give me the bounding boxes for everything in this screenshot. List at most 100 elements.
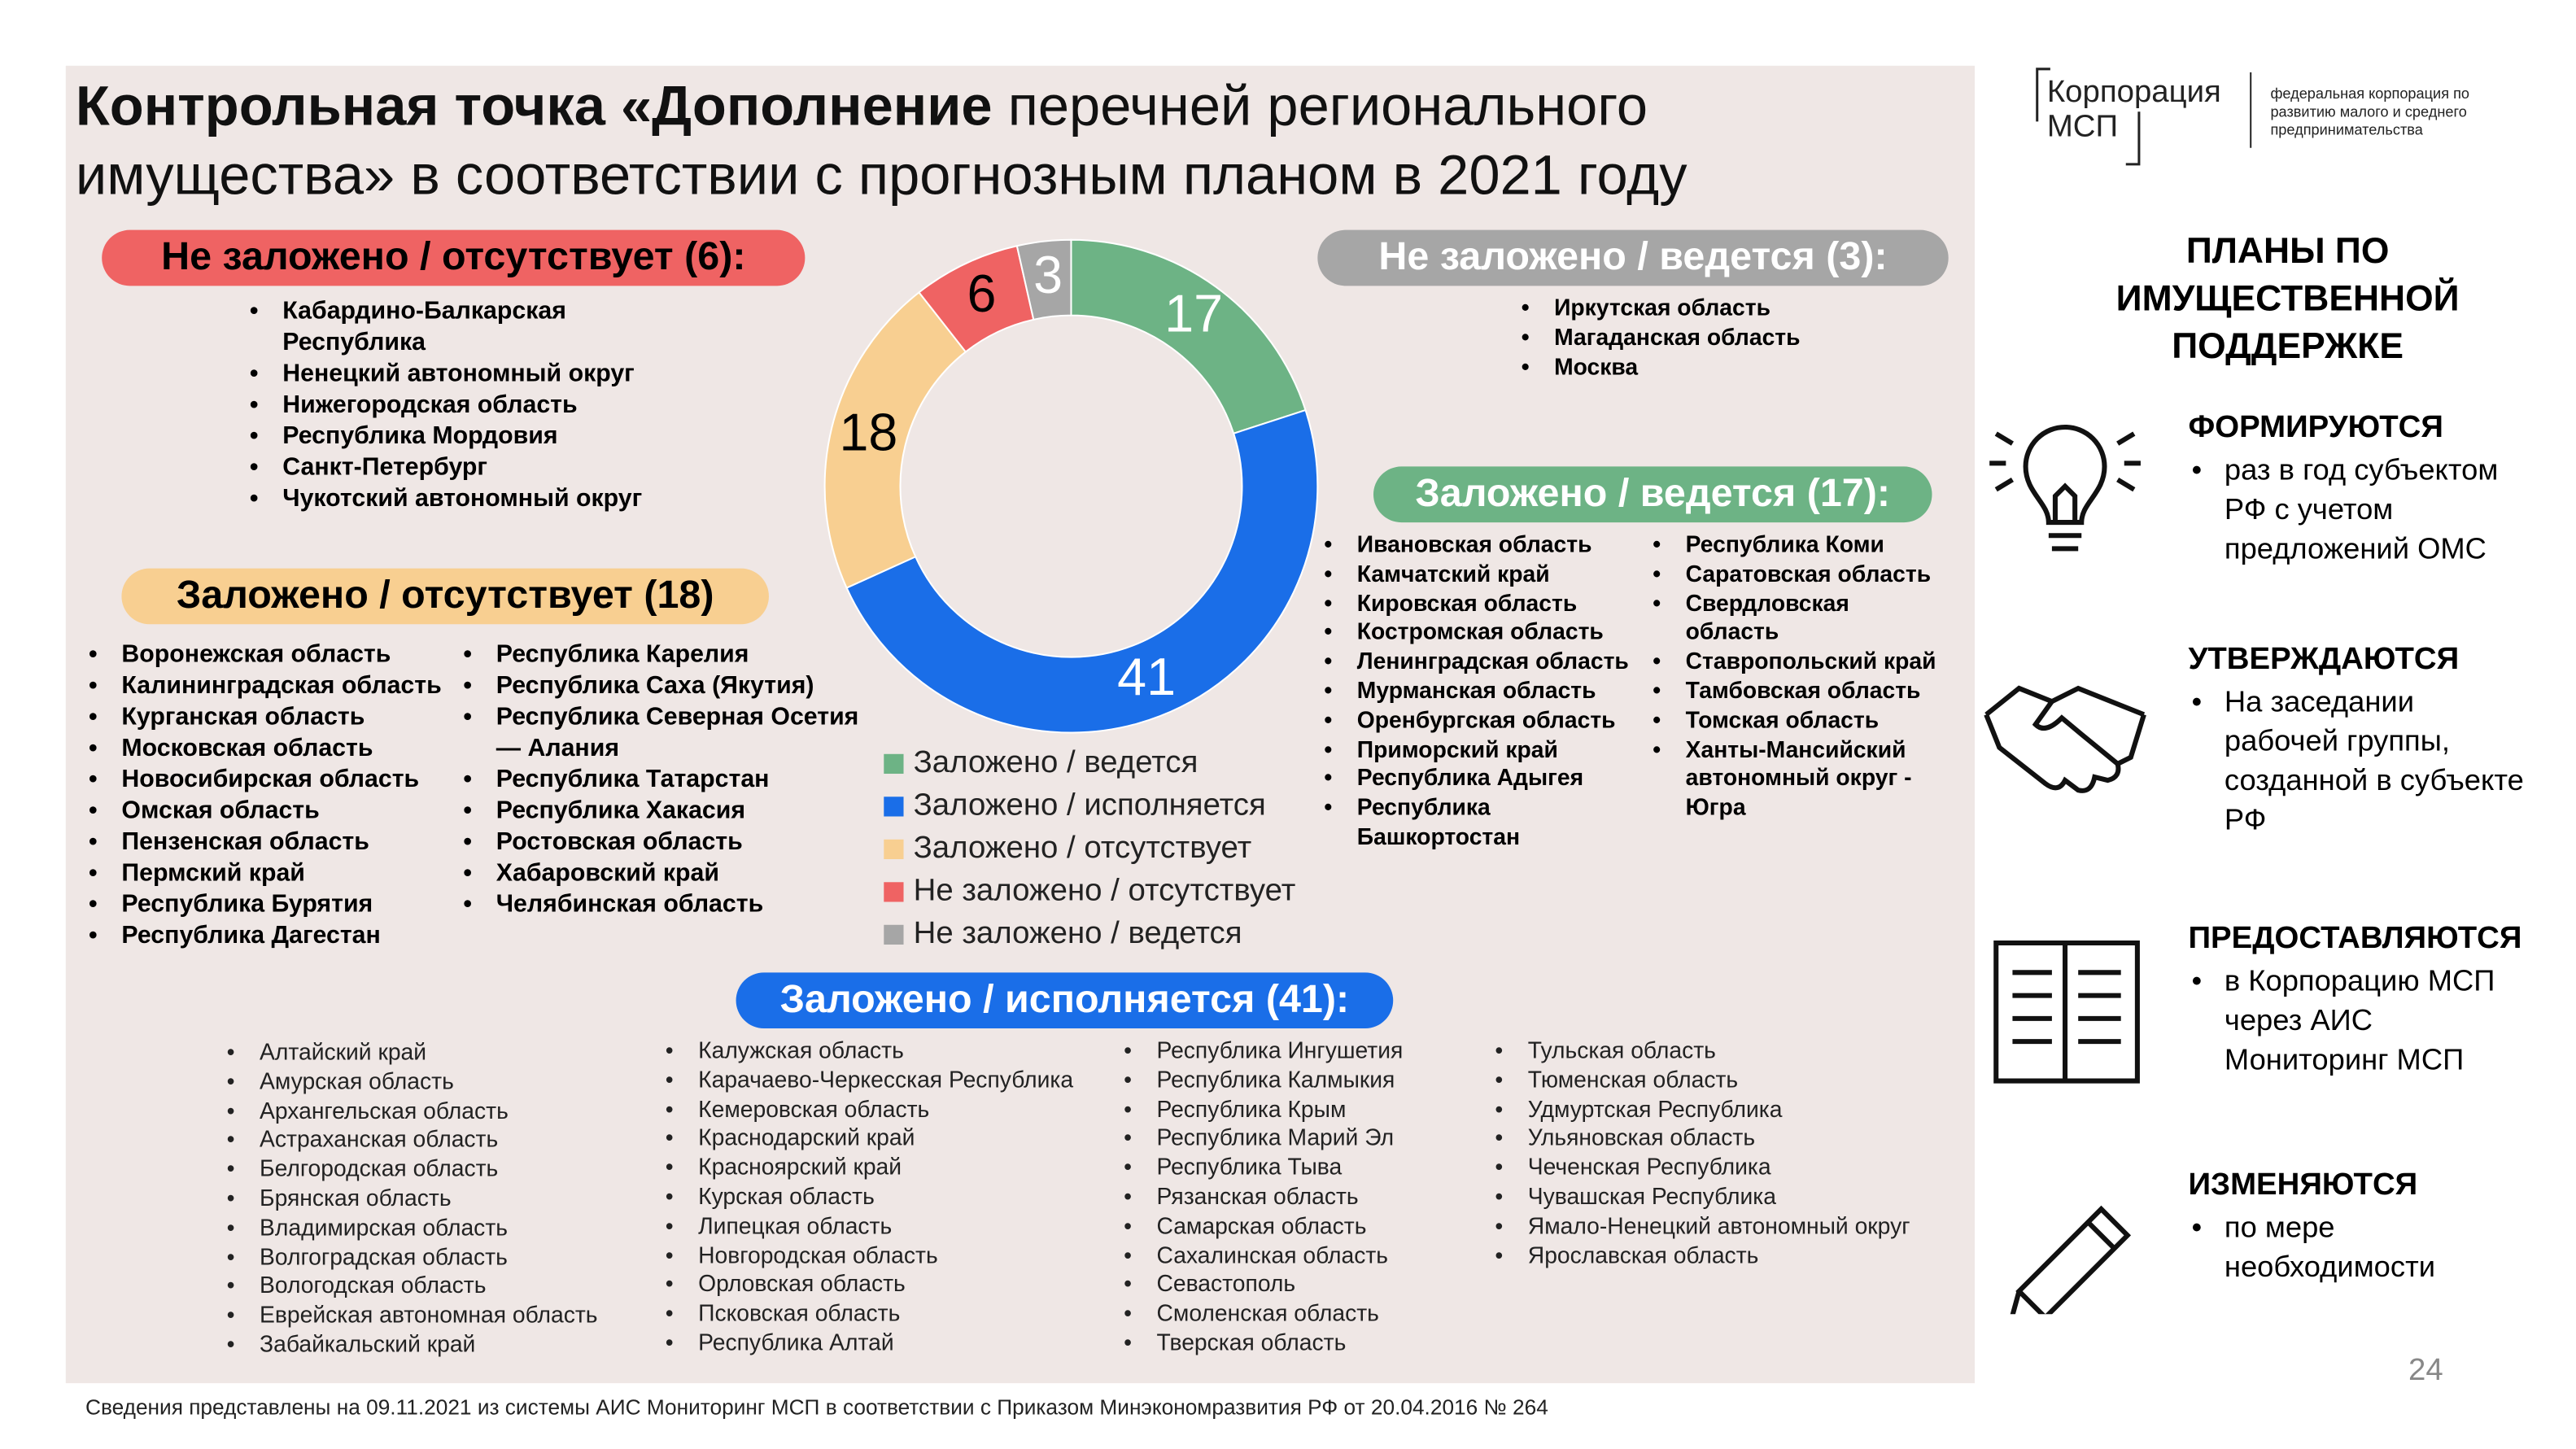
region-item: Москва [1518, 352, 1913, 382]
sidebar-item: УТВЕРЖДАЮТСЯ На заседании рабочей группы,… [2188, 642, 2533, 839]
region-item: Кабардино-Балкарская Республика [247, 295, 649, 358]
region-item: Республика Бурятия [85, 888, 463, 919]
region-list: Республика КарелияРеспублика Саха (Якути… [460, 639, 879, 919]
footer: Сведения представлены на 09.11.2021 из с… [85, 1394, 1548, 1420]
legend-swatch [884, 839, 904, 860]
region-item: Томская область [1649, 706, 1936, 735]
sidebar-heading: ИЗМЕНЯЮТСЯ [2188, 1167, 2418, 1203]
sidebar-icons [1984, 425, 2146, 1315]
icon-bulb [1989, 425, 2141, 552]
legend-label: Заложено / ведется [913, 745, 1198, 781]
region-item: Севастополь [1120, 1271, 1482, 1300]
page-number: 24 [2408, 1353, 2443, 1389]
region-item: Удмуртская Республика [1491, 1095, 1968, 1124]
region-list: Республика КомиСаратовская областьСвердл… [1649, 530, 1936, 823]
title-rest: перечней регионального имущества» в соот… [75, 75, 1687, 207]
region-item: Чукотский автономный округ [247, 483, 649, 514]
value-label: 41 [1117, 648, 1176, 706]
region-item: Пензенская область [85, 827, 463, 858]
region-item: Ростовская область [460, 827, 879, 858]
region-item: Республика Ингушетия [1120, 1037, 1482, 1066]
region-item: Иркутская область [1518, 294, 1913, 323]
region-item: Республика Северная Осетия — Алания [460, 701, 879, 764]
legend-item: Не заложено / отсутствует [884, 871, 1295, 913]
logo: Корпорация МСП федеральная корпорация по… [2036, 68, 2470, 166]
region-item: Ненецкий автономный округ [247, 358, 649, 389]
region-item: Республика Тыва [1120, 1154, 1482, 1183]
donut-chart: 17 41 18 6 3 [823, 238, 1319, 734]
value-label: 18 [839, 404, 897, 462]
icon-book [1993, 940, 2140, 1084]
legend-swatch [884, 753, 904, 775]
region-item: Магаданская область [1518, 323, 1913, 352]
region-item: Республика Алтай [662, 1329, 1106, 1358]
logo-tagline: федеральная корпорация по развитию малог… [2270, 85, 2470, 138]
region-item: Еврейская автономная область [224, 1301, 651, 1330]
region-item: Приморский край [1321, 735, 1649, 765]
region-item: Камчатский край [1321, 560, 1649, 589]
region-item: Тамбовская область [1649, 677, 1936, 706]
sidebar-item: ПРЕДОСТАВЛЯЮТСЯ в Корпорацию МСП через АИ… [2188, 922, 2533, 1080]
region-item: Липецкая область [662, 1212, 1106, 1242]
region-list: Воронежская областьКалининградская облас… [85, 639, 463, 951]
sidebar-text: На заседании рабочей группы, созданной в… [2188, 682, 2533, 840]
group-title: Не заложено / отсутствует (6): [102, 229, 806, 286]
region-item: Краснодарский край [662, 1124, 1106, 1154]
region-item: Республика Марий Эл [1120, 1124, 1482, 1154]
region-item: Архангельская область [224, 1097, 651, 1126]
legend-label: Не заложено / отсутствует [913, 874, 1296, 909]
legend-item: Заложено / ведется [884, 743, 1295, 785]
region-list: Калужская областьКарачаево-Черкесская Ре… [662, 1037, 1106, 1358]
icon-handshake [1984, 685, 2146, 793]
region-item: Челябинская область [460, 888, 879, 919]
title: Контрольная точка «Дополнение перечней р… [76, 72, 1883, 211]
region-item: Республика Башкортостан [1321, 794, 1649, 853]
region-item: Республика Дагестан [85, 920, 463, 951]
region-item: Рязанская область [1120, 1183, 1482, 1212]
sidebar-item: ИЗМЕНЯЮТСЯ по мере необходимости [2188, 1168, 2533, 1286]
region-item: Республика Коми [1649, 530, 1936, 560]
logo-tagline-box: федеральная корпорация по развитию малог… [2270, 85, 2470, 138]
legend-swatch [884, 924, 904, 945]
region-item: Белгородская область [224, 1155, 651, 1185]
region-list: Иркутская областьМагаданская областьМоск… [1518, 294, 1913, 382]
region-item: Кемеровская область [662, 1095, 1106, 1124]
region-item: Сахалинская область [1120, 1242, 1482, 1271]
group-title: Не заложено / ведется (3): [1317, 229, 1949, 286]
title-bold: Контрольная точка «Дополнение [75, 75, 993, 138]
logo-name: Корпорация МСП [2046, 75, 2221, 145]
legend-label: Заложено / отсутствует [913, 831, 1252, 866]
icon-pencil [2010, 1205, 2132, 1315]
sidebar-heading: ФОРМИРУЮТСЯ [2188, 410, 2443, 446]
logo-bracket [2036, 68, 2141, 166]
legend-item: Не заложено / ведется [884, 914, 1295, 956]
region-item: Псковская область [662, 1299, 1106, 1329]
region-item: Республика Калмыкия [1120, 1066, 1482, 1095]
sidebar-title: ПЛАНЫ ПО ИМУЩЕСТВЕННОЙ ПОДДЕРЖКЕ [2115, 229, 2460, 367]
region-item: Волгоградская область [224, 1243, 651, 1272]
region-item: Воронежская область [85, 639, 463, 670]
region-item: Красноярский край [662, 1154, 1106, 1183]
region-item: Карачаево-Черкесская Республика [662, 1066, 1106, 1095]
sidebar-text: по мере необходимости [2188, 1207, 2533, 1286]
legend-item: Заложено / отсутствует [884, 828, 1295, 871]
region-item: Орловская область [662, 1271, 1106, 1300]
region-item: Свердловская область [1649, 589, 1936, 648]
region-item: Ставропольский край [1649, 648, 1936, 677]
region-list: Алтайский крайАмурская областьАрхангельс… [224, 1038, 651, 1360]
legend-label: Не заложено / ведется [913, 916, 1242, 952]
region-item: Республика Саха (Якутия) [460, 670, 879, 701]
region-list: Ивановская областьКамчатский крайКировск… [1321, 530, 1649, 852]
sidebar-item: ФОРМИРУЮТСЯ раз в год субъектом РФ с учет… [2188, 411, 2533, 569]
region-item: Чеченская Республика [1491, 1154, 1968, 1183]
sidebar-text: в Корпорацию МСП через АИС Мониторинг МС… [2188, 961, 2533, 1079]
region-item: Курганская область [85, 701, 463, 732]
legend-item: Заложено / исполняется [884, 785, 1295, 827]
group-title: Заложено / ведется (17): [1373, 466, 1932, 523]
region-item: Ямало-Ненецкий автономный округ [1491, 1212, 1968, 1242]
region-item: Республика Хакасия [460, 795, 879, 826]
region-item: Забайкальский край [224, 1330, 651, 1360]
region-item: Ярославская область [1491, 1242, 1968, 1271]
